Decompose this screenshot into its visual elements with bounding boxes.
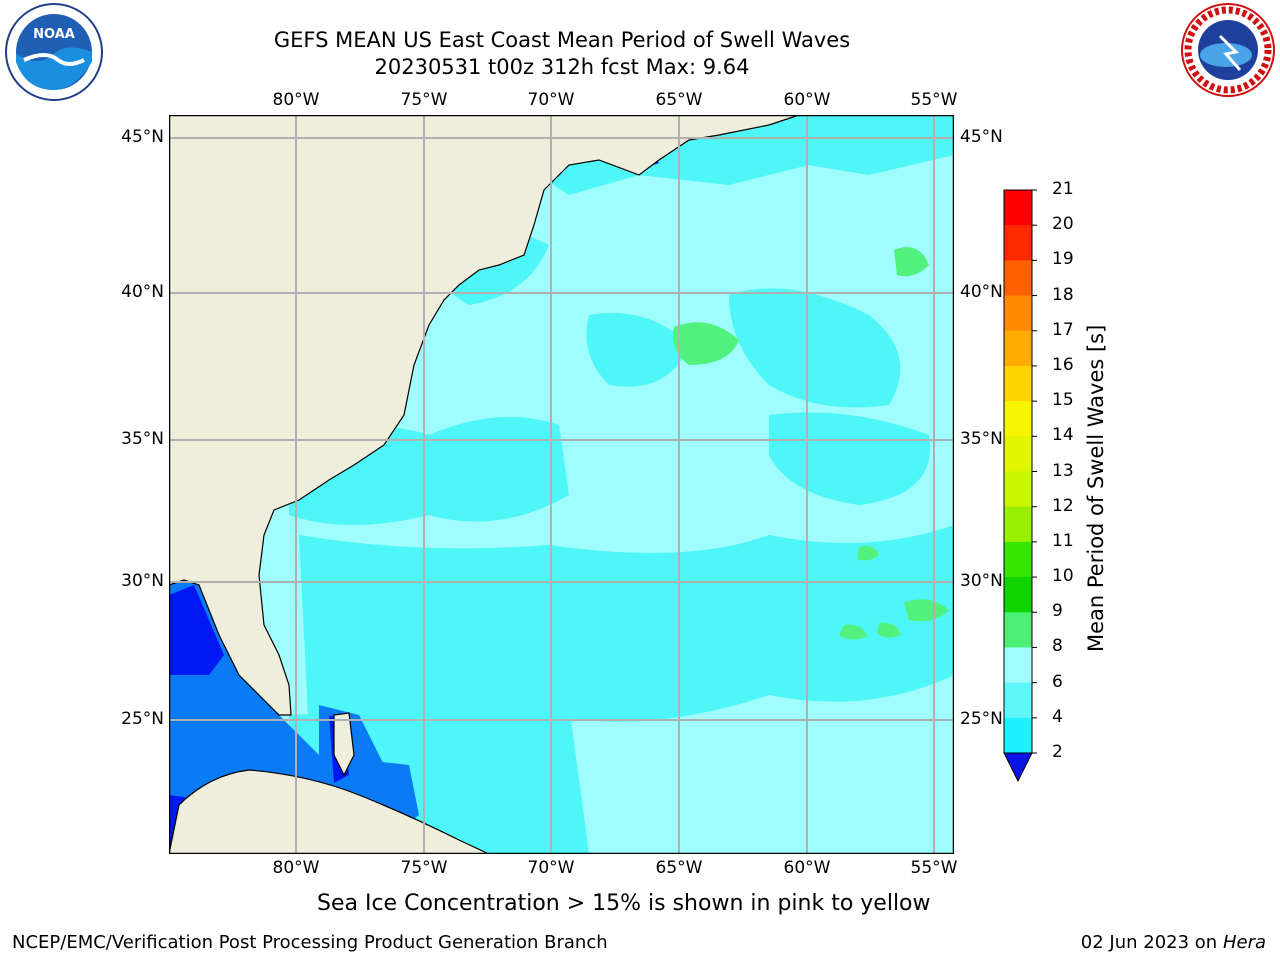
lat-label-right: 45°N: [960, 127, 1003, 147]
swell-period-map: [168, 114, 955, 855]
colorbar-tick-label: 11: [1052, 530, 1074, 551]
svg-text:NOAA: NOAA: [33, 27, 75, 42]
footer-host: Hera: [1222, 932, 1266, 953]
map-subtitle: 20230531 t00z 312h fcst Max: 9.64: [374, 55, 750, 79]
colorbar-segment: [1004, 190, 1032, 226]
lon-label-top: 75°W: [400, 90, 448, 110]
lon-label-top: 60°W: [783, 90, 831, 110]
colorbar-segment: [1004, 506, 1032, 543]
colorbar-tick-label: 12: [1052, 495, 1074, 516]
lon-label-bottom: 80°W: [272, 858, 320, 878]
colorbar-tick-label: 16: [1052, 354, 1074, 375]
colorbar-segment: [1004, 647, 1032, 684]
colorbar-segment: [1004, 295, 1032, 332]
colorbar-segment: [1004, 612, 1032, 648]
colorbar-tick-label: 4: [1052, 706, 1063, 727]
lon-label-bottom: 60°W: [783, 858, 831, 878]
lon-label-bottom: 75°W: [400, 858, 448, 878]
lon-label-top: 65°W: [655, 90, 703, 110]
graticule: [169, 115, 954, 854]
colorbar-tick-label: 21: [1052, 179, 1074, 199]
colorbar-segment: [1004, 577, 1032, 613]
colorbar-tick-label: 6: [1052, 671, 1063, 692]
lat-label-left: 35°N: [121, 429, 164, 449]
colorbar-segment: [1004, 717, 1032, 754]
footer-date: 02 Jun 2023 on Hera: [1081, 932, 1266, 953]
lon-label-top: 55°W: [910, 90, 958, 110]
colorbar-segment: [1004, 260, 1032, 297]
map-title: GEFS MEAN US East Coast Mean Period of S…: [273, 28, 851, 52]
land-region: [168, 114, 800, 855]
lon-label-bottom: 55°W: [910, 858, 958, 878]
colorbar-segment: [1004, 682, 1032, 719]
colorbar-segment: [1004, 471, 1032, 508]
lon-label-bottom: 70°W: [527, 858, 575, 878]
lat-label-left: 45°N: [121, 127, 164, 147]
sea-ice-caption: Sea Ice Concentration > 15% is shown in …: [317, 891, 931, 916]
colorbar-tick-label: 14: [1052, 425, 1074, 446]
lon-label-top: 80°W: [272, 90, 320, 110]
lon-label-bottom: 65°W: [655, 858, 703, 878]
colorbar-tick-label: 19: [1052, 249, 1074, 270]
colorbar-tick-label: 13: [1052, 460, 1074, 481]
colorbar-tick-label: 18: [1052, 284, 1074, 305]
noaa-logo-icon: NOAA: [4, 2, 104, 106]
colorbar-tick-label: 10: [1052, 566, 1074, 587]
colorbar: [1000, 186, 1040, 790]
lat-label-right: 30°N: [960, 571, 1003, 591]
lat-label-left: 30°N: [121, 571, 164, 591]
lat-label-right: 40°N: [960, 282, 1003, 302]
period-9-region: [673, 247, 949, 640]
colorbar-extend-arrow: [1003, 752, 1033, 783]
lon-label-top: 70°W: [527, 90, 575, 110]
colorbar-tick-label: 8: [1052, 636, 1063, 657]
colorbar-tick-label: 15: [1052, 390, 1074, 411]
colorbar-tick-label: 2: [1052, 742, 1063, 762]
colorbar-scale: [1003, 189, 1037, 783]
colorbar-tick-label: 9: [1052, 601, 1063, 622]
footer-date-text: 02 Jun 2023 on: [1080, 932, 1218, 953]
colorbar-title: Mean Period of Swell Waves [s]: [1084, 324, 1108, 652]
colorbar-segment: [1004, 365, 1032, 402]
lat-label-right: 25°N: [960, 709, 1003, 729]
footer-credit: NCEP/EMC/Verification Post Processing Pr…: [12, 932, 608, 953]
map-panel: [168, 114, 955, 858]
colorbar-segment: [1004, 330, 1032, 367]
nws-logo-icon: [1178, 0, 1278, 104]
lat-label-right: 35°N: [960, 429, 1003, 449]
colorbar-tick-label: 17: [1052, 319, 1074, 340]
lat-label-left: 25°N: [121, 709, 164, 729]
colorbar-segment: [1004, 541, 1032, 578]
lat-label-left: 40°N: [121, 282, 164, 302]
colorbar-segment: [1004, 436, 1032, 472]
colorbar-tick-label: 20: [1052, 214, 1074, 235]
colorbar-segment: [1004, 401, 1032, 437]
colorbar-segment: [1004, 225, 1032, 261]
